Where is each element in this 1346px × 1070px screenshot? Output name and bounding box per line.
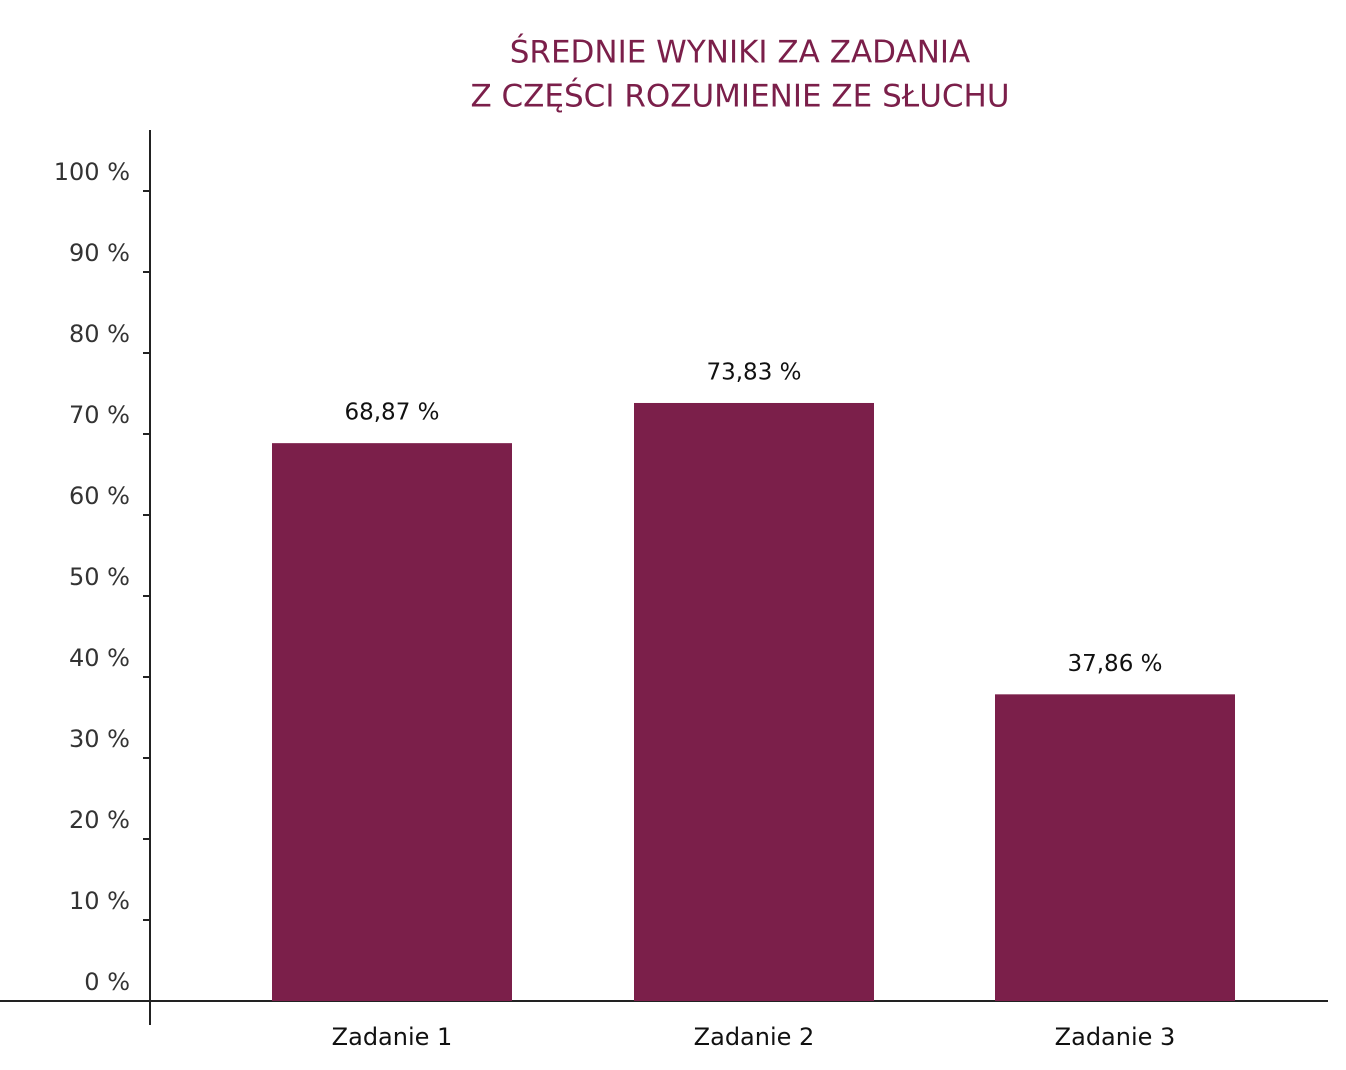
y-tick-label: 10 % xyxy=(69,887,130,915)
value-label: 68,87 % xyxy=(344,400,439,426)
y-tick-label: 50 % xyxy=(69,563,130,591)
y-tick-label: 100 % xyxy=(54,158,130,186)
y-tick-label: 60 % xyxy=(69,482,130,510)
value-label: 37,86 % xyxy=(1067,651,1162,677)
y-tick-label: 80 % xyxy=(69,320,130,348)
y-tick-label: 20 % xyxy=(69,806,130,834)
chart-title: Z CZĘŚCI ROZUMIENIE ZE SŁUCHU xyxy=(470,78,1009,115)
y-tick-label: 0 % xyxy=(84,968,130,996)
y-tick-label: 90 % xyxy=(69,239,130,267)
x-tick-label: Zadanie 3 xyxy=(1055,1023,1176,1051)
x-tick-label: Zadanie 1 xyxy=(332,1023,453,1051)
y-tick-label: 30 % xyxy=(69,725,130,753)
x-tick-label: Zadanie 2 xyxy=(694,1023,815,1051)
value-label: 73,83 % xyxy=(706,359,801,385)
bar xyxy=(272,443,512,1001)
y-tick-label: 40 % xyxy=(69,644,130,672)
bar xyxy=(634,402,874,1001)
bar xyxy=(995,694,1235,1001)
y-tick-label: 70 % xyxy=(69,401,130,429)
chart-title: ŚREDNIE WYNIKI ZA ZADANIA xyxy=(510,34,971,71)
